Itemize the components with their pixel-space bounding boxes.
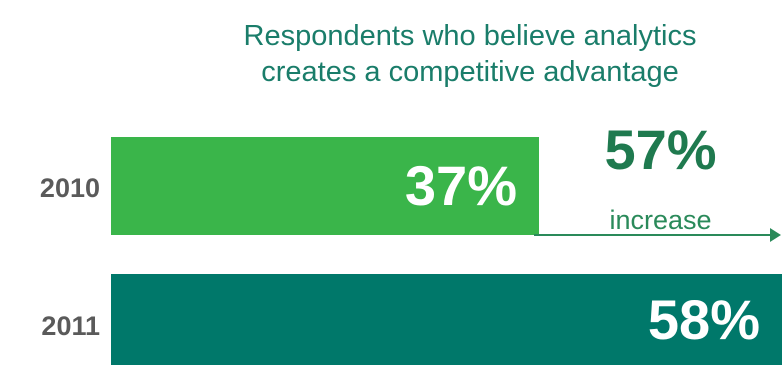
increase-arrow [534,228,781,242]
chart-title: Respondents who believe analytics create… [160,18,780,90]
chart-title-line-2: creates a competitive advantage [261,56,679,88]
bar-2011-value-label: 58% [647,287,760,351]
bar-2010: 37% [111,137,539,235]
chart-title-line-1: Respondents who believe analytics [243,20,697,52]
increase-percentage: 57% [604,118,717,181]
bar-2010-value-label: 37% [404,154,517,217]
bar-2011: 58% [111,274,782,365]
increase-arrow-head [770,228,781,242]
year-label-2010: 2010 [39,173,100,203]
year-label-2011: 2011 [41,311,100,341]
increase-label: increase [609,205,712,235]
